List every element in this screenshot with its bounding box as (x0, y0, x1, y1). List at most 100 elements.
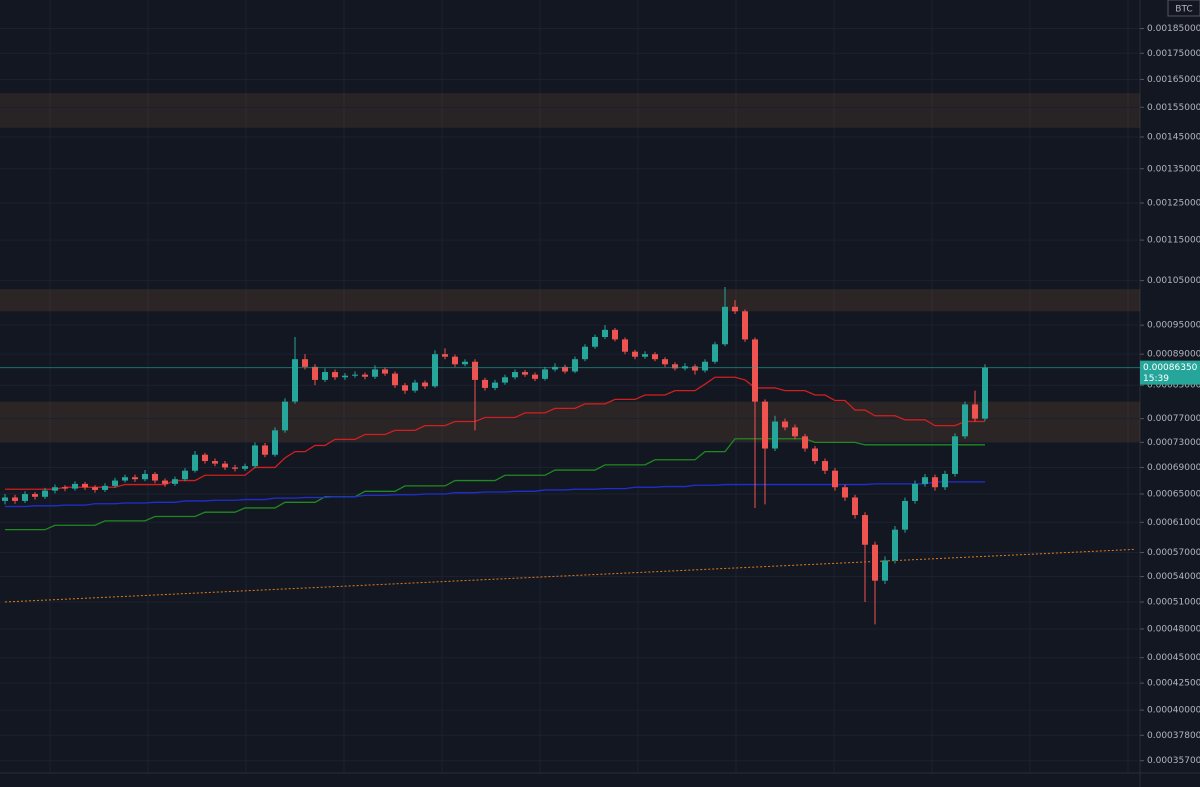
candle-body (802, 436, 808, 449)
candle-body (952, 436, 958, 474)
candle-body (942, 473, 948, 488)
candle-body (582, 346, 588, 360)
y-tick-label: 0.00065000 (1147, 490, 1200, 500)
zone (0, 93, 1140, 128)
candle-body (72, 483, 78, 489)
candle-body (412, 382, 418, 391)
y-tick-label: 0.00185000 (1147, 24, 1200, 34)
candle-body (622, 339, 628, 352)
candle-body (342, 375, 348, 378)
candle-body (502, 377, 508, 383)
candle-body (662, 359, 668, 365)
y-tick-label: 0.00175000 (1147, 49, 1200, 59)
candle-body (902, 500, 908, 530)
candle-body (882, 560, 888, 581)
candle-body (792, 427, 798, 437)
candle-body (452, 356, 458, 365)
candle-body (442, 354, 448, 357)
indicator-line (5, 438, 985, 531)
last-price-label: 0.00086350 (1143, 363, 1198, 373)
last-price-box (1140, 360, 1200, 385)
currency: BTC (1175, 5, 1192, 15)
candle-body (522, 372, 528, 375)
y-tick-label: 0.00125000 (1147, 199, 1200, 209)
candle-body (272, 430, 278, 455)
candle-body (162, 480, 168, 484)
candle-body (52, 487, 58, 491)
candle-body (832, 470, 838, 488)
y-tick-label: 0.00135000 (1147, 164, 1200, 174)
vertical-grid (49, 0, 1129, 773)
candle-body (772, 421, 778, 449)
candle-body (632, 351, 638, 357)
candle-body (762, 401, 768, 449)
candle-body (752, 339, 758, 402)
candle-body (672, 364, 678, 369)
candle-body (92, 487, 98, 490)
candle-body (22, 494, 28, 501)
candle-body (742, 311, 748, 340)
candle-body (362, 374, 368, 377)
candle-body (912, 483, 918, 501)
candle-body (542, 369, 548, 379)
candle-body (702, 361, 708, 371)
y-tick-label: 0.00165000 (1147, 75, 1200, 85)
candle-body (372, 369, 378, 377)
candle-body (382, 369, 388, 374)
y-tick-label: 0.00073000 (1147, 438, 1200, 448)
candle-body (482, 379, 488, 388)
y-tick-label: 0.00061000 (1147, 518, 1200, 528)
y-tick-label: 0.00095000 (1147, 321, 1200, 331)
candle-body (112, 480, 118, 486)
candle-body (472, 361, 478, 380)
candle-body (122, 477, 128, 481)
candle-body (852, 497, 858, 516)
y-tick-label: 0.00115000 (1147, 236, 1200, 246)
candle-body (652, 354, 658, 360)
candle-body (592, 337, 598, 347)
candle-body (552, 366, 558, 370)
y-tick-label: 0.00054000 (1147, 572, 1200, 582)
candle-body (572, 359, 578, 372)
candle-body (312, 366, 318, 380)
zone (0, 289, 1140, 312)
candle-body (32, 494, 38, 497)
candle-body (872, 544, 878, 581)
candle-body (252, 445, 258, 467)
countdown: 15:39 (1143, 374, 1169, 384)
currency-box (1167, 0, 1200, 17)
y-tick-label: 0.00083000 (1147, 381, 1200, 391)
candle-body (202, 454, 208, 462)
candle-body (242, 466, 248, 469)
candle-body (732, 306, 738, 312)
y-tick-label: 0.00069000 (1147, 463, 1200, 473)
y-tick-label: 0.00037800 (1147, 731, 1200, 741)
candle-body (332, 372, 338, 378)
y-tick-label: 0.00035700 (1147, 756, 1200, 766)
candle-body (212, 461, 218, 464)
y-tick-label: 0.00045000 (1147, 653, 1200, 663)
candle-body (62, 487, 68, 489)
candle-body (812, 448, 818, 462)
candle-body (152, 473, 158, 481)
candle-body (172, 479, 178, 484)
candle-body (612, 329, 618, 340)
candle-body (782, 421, 788, 428)
candle-body (402, 385, 408, 391)
candle-body (42, 490, 48, 497)
candle-body (562, 366, 568, 372)
y-tick-label: 0.00089000 (1147, 350, 1200, 360)
candle-body (922, 477, 928, 484)
candle-body (392, 373, 398, 386)
candle-body (962, 404, 968, 437)
indicator-line (5, 481, 985, 508)
candle-body (352, 374, 358, 376)
candle-body (892, 529, 898, 561)
y-tick-label: 0.00048000 (1147, 624, 1200, 634)
candle-body (422, 382, 428, 387)
candle-body (182, 470, 188, 480)
candle-body (82, 483, 88, 488)
candle-body (132, 477, 138, 480)
